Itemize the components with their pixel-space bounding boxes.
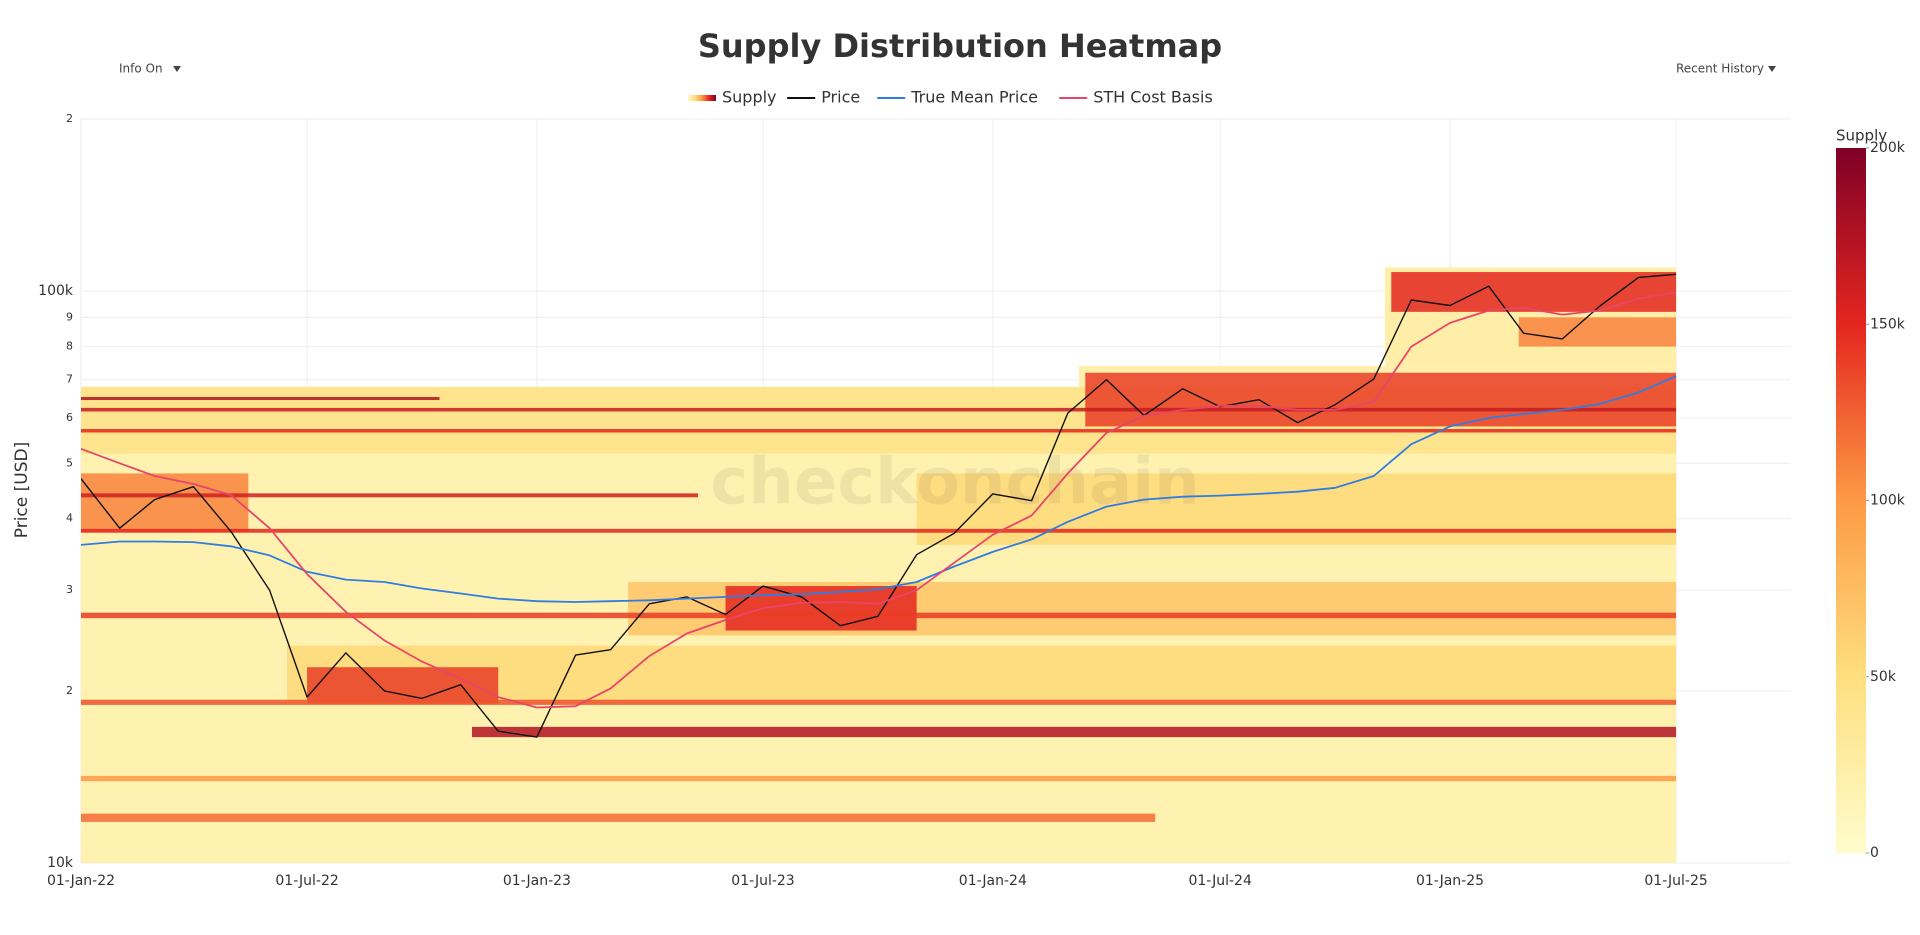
legend: Supply Price True Mean Price STH Cost Basis <box>688 88 1213 107</box>
colorbar-tick-label: 0 <box>1870 845 1879 861</box>
series-line <box>81 375 1677 603</box>
series-line <box>81 291 1677 709</box>
legend-label: Supply <box>722 88 777 107</box>
y-tick-label: 8 <box>66 340 73 353</box>
colorbar-tick-label: 200k <box>1870 140 1906 156</box>
y-tick-label: 100k <box>38 283 74 299</box>
info-toggle[interactable]: Info On <box>105 56 191 82</box>
y-tick-label: 2 <box>66 684 73 697</box>
supply-band <box>471 726 1677 738</box>
x-tick-label: 01-Jul-24 <box>1188 873 1251 889</box>
history-select[interactable]: Recent History <box>1664 56 1788 82</box>
y-tick-label: 2 <box>66 112 73 125</box>
colorbar: Supply 0 50k 100k 150k 200k <box>1836 127 1906 861</box>
y-axis-label: Price [USD] <box>12 442 32 538</box>
x-tick-label: 01-Jan-22 <box>47 873 115 889</box>
chart-title: Supply Distribution Heatmap <box>698 27 1222 65</box>
legend-swatch <box>688 95 716 101</box>
supply-band <box>1391 272 1677 312</box>
legend-label: Price <box>821 88 860 107</box>
supply-band <box>81 429 1677 433</box>
supply-band <box>81 493 699 498</box>
x-tick-label: 01-Jul-22 <box>275 873 338 889</box>
y-tick-label: 10k <box>47 855 74 871</box>
supply-band <box>81 528 1677 533</box>
history-select-bg[interactable] <box>1664 56 1788 82</box>
x-tick-label: 01-Jan-23 <box>503 873 571 889</box>
series-line <box>81 273 1677 738</box>
dropdown-arrow[interactable] <box>173 66 181 72</box>
colorbar-tick-label: 100k <box>1870 493 1906 509</box>
y-tick-label: 3 <box>66 583 73 596</box>
y-tick-label: 9 <box>66 310 73 323</box>
supply-band <box>81 775 1677 782</box>
supply-band <box>1518 317 1677 347</box>
supply-band <box>81 813 1156 822</box>
lines <box>81 273 1677 738</box>
supply-band <box>81 407 1677 412</box>
colorbar-tick-label: 50k <box>1870 669 1897 685</box>
x-tick-label: 01-Jul-25 <box>1644 873 1707 889</box>
y-tick-label: 7 <box>66 373 73 386</box>
legend-label: STH Cost Basis <box>1093 88 1213 107</box>
axes: 10k 2 3 4 5 6 7 8 9 100k 2 01-Jan-22 01-Jul-22 01-Jan… <box>38 112 1708 889</box>
legend-label: True Mean Price <box>910 88 1038 107</box>
supply-band <box>81 699 1677 705</box>
colorbar-title: Supply <box>1836 127 1887 145</box>
dropdown-arrow[interactable] <box>1768 66 1776 72</box>
y-tick-label: 5 <box>66 456 73 469</box>
history-select-label[interactable]: Recent History <box>1676 62 1764 76</box>
supply-band <box>1085 372 1677 427</box>
x-tick-label: 01-Jan-25 <box>1416 873 1484 889</box>
supply-band <box>307 667 499 704</box>
x-tick-label: 01-Jan-24 <box>959 873 1027 889</box>
colorbar-gradient <box>1836 148 1866 853</box>
x-tick-label: 01-Jul-23 <box>731 873 794 889</box>
supply-band <box>81 473 249 532</box>
supply-band <box>287 645 1677 704</box>
info-toggle-label[interactable]: Info On <box>119 62 163 76</box>
supply-band <box>81 396 440 401</box>
colorbar-tick-label: 150k <box>1870 316 1906 332</box>
y-tick-label: 6 <box>66 411 73 424</box>
y-tick-label: 4 <box>66 512 73 525</box>
watermark: checkonchain <box>710 446 1199 520</box>
heatmap <box>81 267 1677 863</box>
